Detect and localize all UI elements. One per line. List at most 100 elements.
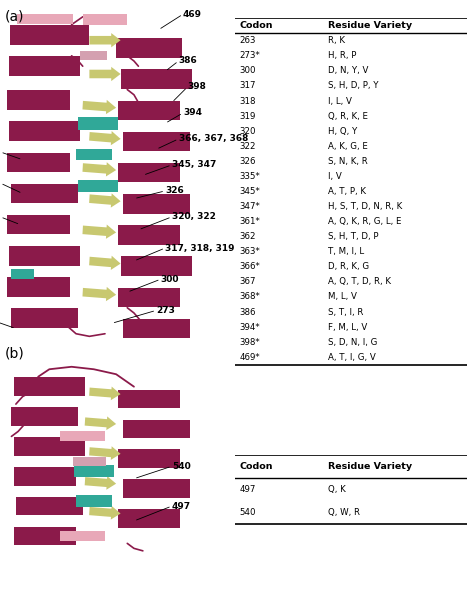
Polygon shape — [9, 246, 80, 265]
Polygon shape — [89, 446, 120, 460]
Text: M, L, V: M, L, V — [328, 292, 356, 302]
Text: 300: 300 — [239, 66, 256, 75]
Text: 317: 317 — [239, 81, 256, 90]
Text: H, S, T, D, N, R, K: H, S, T, D, N, R, K — [328, 202, 402, 211]
Polygon shape — [82, 100, 116, 114]
Text: Residue Variety: Residue Variety — [328, 463, 411, 472]
Polygon shape — [60, 432, 105, 441]
Text: 394: 394 — [183, 109, 202, 118]
Text: 394*: 394* — [239, 323, 260, 332]
Polygon shape — [76, 149, 112, 160]
Text: 386: 386 — [179, 57, 197, 66]
Polygon shape — [123, 479, 190, 498]
Text: 273*: 273* — [239, 51, 260, 60]
Polygon shape — [89, 387, 120, 400]
Polygon shape — [11, 184, 78, 203]
Polygon shape — [90, 67, 120, 81]
Text: Q, K: Q, K — [328, 485, 345, 494]
Text: 398: 398 — [187, 83, 206, 92]
Polygon shape — [118, 288, 181, 307]
Polygon shape — [118, 101, 181, 120]
Text: 347*: 347* — [239, 202, 260, 211]
Text: 273: 273 — [156, 306, 175, 315]
Text: Codon: Codon — [239, 21, 273, 30]
Polygon shape — [90, 33, 120, 48]
Text: 363*: 363* — [239, 247, 260, 256]
Text: H, R, P: H, R, P — [328, 51, 356, 60]
Text: T, M, I, L: T, M, I, L — [328, 247, 364, 256]
Text: 300: 300 — [161, 275, 179, 283]
Polygon shape — [9, 121, 80, 141]
Text: F, M, L, V: F, M, L, V — [328, 323, 367, 332]
Polygon shape — [74, 465, 114, 478]
Text: 318: 318 — [239, 96, 256, 106]
Polygon shape — [81, 51, 107, 60]
Text: 368*: 368* — [239, 292, 260, 302]
Polygon shape — [123, 194, 190, 213]
Text: R, K: R, K — [328, 36, 345, 45]
Text: 326: 326 — [165, 186, 184, 195]
Polygon shape — [7, 215, 70, 235]
Text: Residue Variety: Residue Variety — [328, 21, 411, 30]
Polygon shape — [11, 407, 78, 426]
Polygon shape — [123, 420, 190, 438]
Polygon shape — [14, 467, 76, 485]
Text: 326: 326 — [239, 157, 256, 166]
Polygon shape — [82, 162, 116, 177]
Polygon shape — [82, 14, 127, 25]
Polygon shape — [118, 390, 180, 408]
Polygon shape — [118, 163, 180, 183]
Text: Q, W, R: Q, W, R — [328, 508, 360, 517]
Polygon shape — [78, 180, 118, 192]
Polygon shape — [89, 194, 120, 207]
Text: 540: 540 — [239, 508, 256, 517]
Polygon shape — [118, 449, 180, 468]
Text: 497: 497 — [239, 485, 255, 494]
Polygon shape — [10, 25, 89, 45]
Text: A, T, P, K: A, T, P, K — [328, 187, 365, 196]
Polygon shape — [11, 308, 78, 328]
Text: 366, 367, 368: 366, 367, 368 — [179, 134, 248, 144]
Text: S, N, K, R: S, N, K, R — [328, 157, 367, 166]
Text: (a): (a) — [5, 9, 24, 23]
Text: 361*: 361* — [239, 217, 260, 226]
Polygon shape — [120, 69, 192, 89]
Text: A, T, I, G, V: A, T, I, G, V — [328, 353, 375, 362]
Text: 540: 540 — [172, 462, 191, 471]
Polygon shape — [118, 509, 181, 528]
Polygon shape — [16, 497, 83, 516]
Polygon shape — [14, 526, 75, 545]
Text: S, T, I, R: S, T, I, R — [328, 308, 363, 317]
Text: (b): (b) — [5, 347, 25, 361]
Text: 367: 367 — [239, 277, 256, 286]
Polygon shape — [76, 496, 112, 507]
Text: S, D, N, I, G: S, D, N, I, G — [328, 338, 377, 347]
Text: D, N, Y, V: D, N, Y, V — [328, 66, 368, 75]
Polygon shape — [17, 14, 73, 24]
Polygon shape — [82, 224, 116, 239]
Text: 469: 469 — [183, 10, 202, 19]
Polygon shape — [82, 287, 116, 301]
Text: 345*: 345* — [239, 187, 260, 196]
Text: 366*: 366* — [239, 262, 260, 271]
Text: D, R, K, G: D, R, K, G — [328, 262, 369, 271]
Polygon shape — [89, 506, 120, 520]
Text: H, Q, Y: H, Q, Y — [328, 127, 357, 136]
Text: S, H, T, D, P: S, H, T, D, P — [328, 232, 378, 241]
Text: 497: 497 — [172, 502, 191, 511]
Polygon shape — [123, 319, 190, 338]
Text: 386: 386 — [239, 308, 256, 317]
Text: S, H, D, P, Y: S, H, D, P, Y — [328, 81, 378, 90]
Polygon shape — [14, 437, 85, 456]
Polygon shape — [120, 256, 192, 276]
Polygon shape — [7, 153, 70, 172]
Polygon shape — [11, 269, 34, 279]
Polygon shape — [7, 277, 70, 297]
Polygon shape — [78, 117, 118, 130]
Text: 317, 318, 319: 317, 318, 319 — [165, 244, 235, 253]
Text: 319: 319 — [239, 112, 255, 121]
Text: 345, 347: 345, 347 — [172, 160, 216, 169]
Polygon shape — [73, 457, 106, 466]
Polygon shape — [89, 131, 120, 145]
Polygon shape — [89, 256, 120, 270]
